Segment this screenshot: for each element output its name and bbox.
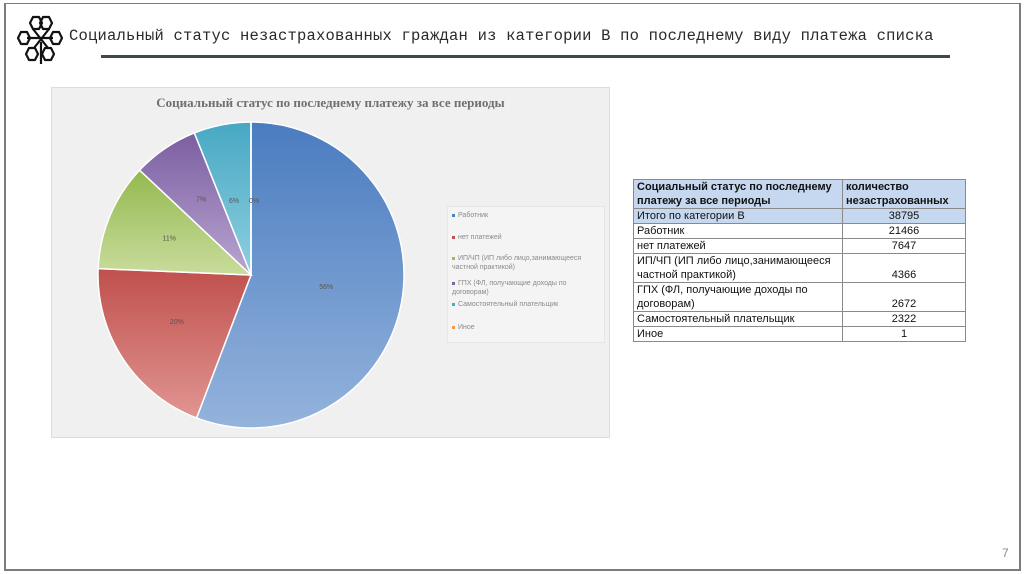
table-row: ГПХ (ФЛ, получающие доходы по договорам)… <box>633 282 966 312</box>
table-header-row: Социальный статус по последнему платежу … <box>633 179 966 209</box>
pie-chart: 56% 20% 11% 7% 6% 0% <box>97 121 405 429</box>
pie-slice-label: 6% <box>229 198 239 205</box>
table-header-cell: Социальный статус по последнему платежу … <box>633 179 843 209</box>
legend-swatch-icon <box>452 302 455 306</box>
legend-item: нет платежей <box>452 233 602 242</box>
legend-item: Работник <box>452 211 602 220</box>
pie-slices <box>97 121 405 429</box>
pie-slice-label: 20% <box>170 319 184 326</box>
legend-swatch-icon <box>452 325 455 329</box>
table-row: Работник 21466 <box>633 223 966 239</box>
slide-title: Социальный статус незастрахованных гражд… <box>69 27 934 45</box>
legend-swatch-icon <box>452 281 455 285</box>
pie-slice <box>195 121 405 429</box>
pie-slice-label: 56% <box>319 284 333 291</box>
table-row: Самостоятельный плательщик 2322 <box>633 311 966 327</box>
legend-item: ИП/ЧП (ИП либо лицо,занимающееся частной… <box>452 255 582 271</box>
legend-swatch-icon <box>452 235 455 239</box>
chart-legend: Работник нет платежей ИП/ЧП (ИП либо лиц… <box>447 206 605 343</box>
title-underline-rule <box>101 55 950 58</box>
table-header-cell: количество незастрахованных <box>842 179 966 209</box>
pie-slice-label: 7% <box>196 197 206 204</box>
table-row: нет платежей 7647 <box>633 238 966 254</box>
table-row: Итого по категории В 38795 <box>633 208 966 224</box>
pie-slice <box>97 267 253 419</box>
page-number: 7 <box>1002 546 1009 560</box>
pie-slice-label: 11% <box>162 236 176 243</box>
snowflake-hexagon-logo-icon <box>16 15 64 64</box>
table-row: Иное 1 <box>633 326 966 342</box>
legend-item: Самостоятельный плательщик <box>452 300 602 309</box>
pie-slice <box>97 169 253 276</box>
pie-slice-label: 0% <box>249 198 259 205</box>
table-row: ИП/ЧП (ИП либо лицо,занимающееся частной… <box>633 253 966 283</box>
legend-swatch-icon <box>452 213 455 217</box>
legend-item: ГПХ (ФЛ, получающие доходы по договорам) <box>452 280 567 296</box>
legend-item: Иное <box>452 323 602 332</box>
legend-swatch-icon <box>452 256 455 260</box>
pie-chart-panel: Социальный статус по последнему платежу … <box>51 87 610 438</box>
chart-title: Социальный статус по последнему платежу … <box>156 95 505 110</box>
data-table: Социальный статус по последнему платежу … <box>633 179 966 342</box>
pie-slice-labels: 56% 20% 11% 7% 6% 0% <box>162 197 333 326</box>
